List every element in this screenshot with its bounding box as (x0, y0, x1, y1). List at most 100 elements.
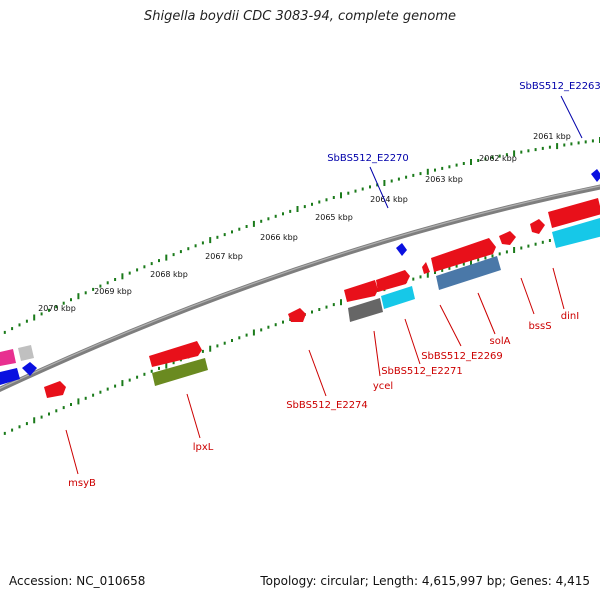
minor-tick (18, 425, 21, 429)
minor-tick (216, 235, 219, 239)
minor-tick (541, 240, 544, 244)
major-tick (470, 159, 472, 165)
minor-tick (405, 175, 408, 179)
minor-tick (441, 268, 444, 272)
minor-tick (70, 298, 72, 302)
feature-cds-gray (348, 298, 383, 322)
minor-tick (92, 393, 95, 397)
minor-tick (477, 159, 480, 162)
minor-tick (114, 278, 117, 281)
minor-tick (158, 259, 160, 263)
minor-tick (106, 281, 109, 285)
minor-tick (282, 320, 284, 324)
leader-line (373, 330, 381, 377)
major-tick (33, 314, 36, 321)
minor-tick (136, 268, 139, 272)
minor-tick (412, 173, 415, 177)
scale-label: 2064 kbp (370, 195, 408, 204)
feature-cds-blue (591, 169, 600, 182)
minor-tick (434, 168, 436, 172)
scale-label: 2069 kbp (94, 287, 132, 296)
minor-tick (245, 225, 248, 228)
minor-tick (245, 333, 248, 337)
minor-tick (311, 310, 313, 314)
outer-scale-ticks (3, 137, 600, 334)
feature-cds-red (376, 270, 410, 292)
minor-tick (128, 378, 131, 382)
gene-label: SbBS512_E2271 (381, 366, 463, 377)
feature-cds-pink (0, 349, 16, 366)
minor-tick (201, 349, 204, 353)
leader-line (308, 349, 327, 397)
minor-tick (520, 246, 523, 250)
leader-line (404, 318, 421, 365)
minor-tick (84, 291, 87, 295)
leader-line (560, 95, 583, 139)
feature-cds-steel (436, 256, 501, 290)
minor-tick (332, 196, 335, 199)
minor-tick (92, 287, 95, 291)
minor-tick (455, 264, 458, 268)
minor-tick (11, 428, 14, 432)
scale-labels: 2070 kbp 2069 kbp 2068 kbp 2067 kbp 2066 kbp… (38, 132, 571, 313)
minor-tick (172, 361, 175, 365)
gene-label: lpxL (193, 442, 214, 453)
minor-tick (332, 303, 335, 307)
minor-tick (136, 375, 139, 379)
major-tick (252, 220, 255, 227)
minor-tick (260, 328, 263, 332)
feature-cds-red (548, 198, 600, 228)
feature-cds-red (499, 231, 516, 245)
gene-label: msyB (68, 478, 96, 489)
minor-tick (40, 312, 43, 316)
outer-strand-features (0, 169, 600, 398)
minor-tick (238, 336, 241, 340)
minor-tick (238, 227, 241, 231)
minor-tick (40, 415, 43, 419)
feature-cds-cyan (552, 218, 600, 248)
scale-label: 2067 kbp (205, 252, 243, 261)
map-title: Shigella boydii CDC 3083-94, complete ge… (143, 9, 457, 24)
minor-tick (448, 165, 451, 169)
minor-tick (99, 390, 102, 394)
feature-cds-olive (152, 358, 208, 386)
minor-tick (584, 140, 587, 144)
minor-tick (325, 198, 328, 202)
minor-tick (18, 323, 21, 327)
leader-line (439, 304, 462, 347)
major-tick (209, 345, 212, 352)
gene-label: SbBS512_E2274 (286, 400, 368, 411)
minor-tick (11, 327, 14, 331)
leader-line (552, 267, 565, 310)
major-tick (165, 362, 168, 369)
minor-tick (563, 143, 566, 147)
leader-line (65, 429, 79, 475)
leader-lines (65, 95, 583, 475)
major-tick (556, 143, 559, 150)
minor-tick (462, 162, 465, 165)
leader-line (186, 393, 201, 439)
feature-cds-blue (396, 243, 407, 256)
minor-tick (498, 252, 501, 256)
minor-tick (99, 284, 102, 288)
major-tick (296, 206, 299, 212)
minor-tick (491, 156, 494, 159)
leader-line (477, 292, 496, 335)
feature-cds-lightgray (18, 345, 34, 361)
locus-label: SbBS512_E2263 (519, 81, 600, 92)
minor-tick (282, 212, 284, 216)
feature-cds-red (431, 238, 496, 272)
minor-tick (419, 172, 422, 176)
scale-label: 2065 kbp (315, 213, 353, 222)
minor-tick (484, 256, 487, 260)
minor-tick (150, 369, 153, 373)
minor-tick (3, 431, 6, 435)
minor-tick (354, 189, 357, 193)
minor-tick (106, 387, 109, 391)
minor-tick (376, 183, 379, 187)
minor-tick (347, 191, 350, 195)
genome-backbone (0, 184, 600, 393)
minor-tick (318, 308, 321, 311)
feature-cds-cyan (381, 286, 415, 309)
minor-tick (548, 145, 551, 149)
